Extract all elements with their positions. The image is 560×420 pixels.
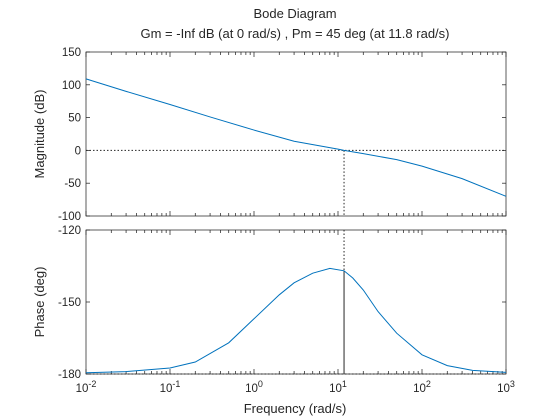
phase-y-tick-label: -150	[58, 297, 81, 309]
mag-y-tick-label: 100	[62, 80, 81, 92]
mag-y-tick-label: 50	[68, 113, 81, 125]
phase-y-tick-label: -180	[58, 369, 81, 381]
phase-y-tick-labels: -180 -150 -120	[58, 225, 81, 381]
x-tick-label: 10-2	[76, 379, 97, 395]
x-tick-label: 101	[329, 379, 347, 395]
phase-ylabel: Phase (deg)	[32, 267, 47, 338]
phase-y-tick-label: -120	[58, 225, 81, 237]
x-tick-label: 102	[413, 379, 431, 395]
chart-title: Bode Diagram	[253, 6, 336, 21]
magnitude-plot-frame	[85, 51, 507, 217]
magnitude-ticks	[85, 51, 507, 217]
chart-subtitle: Gm = -Inf dB (at 0 rad/s) , Pm = 45 deg …	[140, 26, 449, 41]
x-tick-label: 100	[245, 379, 263, 395]
phase-curve	[85, 267, 507, 374]
phase-panel: -180 -150 -120 Phase (deg)	[32, 225, 507, 381]
x-tick-labels: 10-2 10-1 100 101 102 103	[76, 379, 515, 395]
mag-y-tick-label: 150	[62, 47, 81, 59]
mag-y-tick-label: -50	[64, 178, 81, 190]
magnitude-y-tick-labels: -100 -50 0 50 100 150	[58, 47, 81, 223]
magnitude-panel: -100 -50 0 50 100 150 Magnitude (dB)	[32, 47, 507, 223]
magnitude-curve	[85, 78, 507, 197]
mag-y-tick-label: 0	[75, 145, 81, 157]
magnitude-ylabel: Magnitude (dB)	[32, 90, 47, 179]
x-axis-label: Frequency (rad/s)	[244, 401, 347, 416]
phase-plot-frame	[85, 229, 507, 375]
x-tick-label: 10-1	[160, 379, 181, 395]
x-tick-label: 103	[497, 379, 515, 395]
mag-y-tick-label: -100	[58, 211, 81, 223]
